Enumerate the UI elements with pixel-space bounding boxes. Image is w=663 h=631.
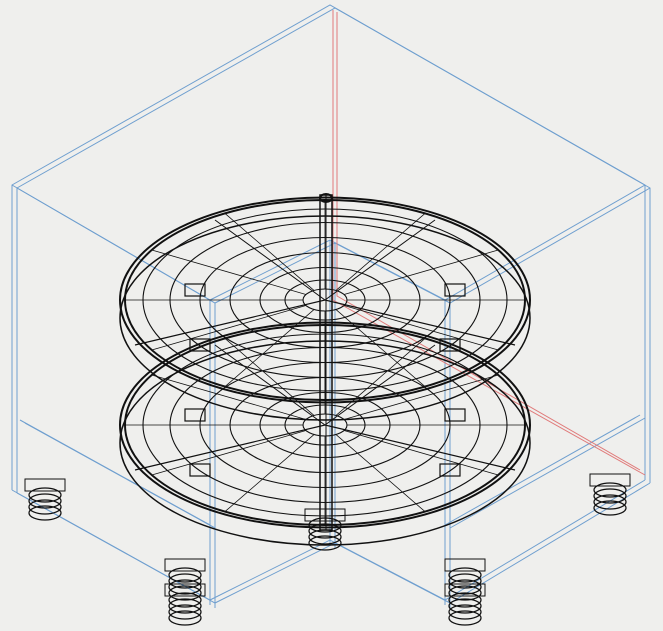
pole-cap [319, 193, 333, 203]
foot-ring [448, 598, 482, 614]
foot-ring [448, 585, 482, 601]
foot-ring [168, 567, 202, 583]
tray-bracket [189, 338, 211, 352]
foot-ring [448, 567, 482, 583]
foot-ring [308, 523, 342, 539]
tray-bracket [439, 338, 461, 352]
cabinet-edge [449, 417, 646, 529]
tray-bracket [189, 463, 211, 477]
tray-bracket [184, 408, 206, 422]
tray-bracket [444, 283, 466, 297]
tray-bracket [439, 463, 461, 477]
foot-ring [168, 598, 202, 614]
tray-spoke [343, 374, 499, 420]
tray-spoke [151, 430, 307, 476]
foot-ring [28, 487, 62, 503]
foot-ring [168, 610, 202, 626]
foot-ring [308, 517, 342, 533]
foot-plate [589, 473, 631, 487]
cabinet-edge [11, 4, 646, 490]
foot-ring [448, 592, 482, 608]
tray-cutout [214, 219, 436, 301]
foot-plate [164, 583, 206, 597]
foot-ring [448, 579, 482, 595]
foot-ring [28, 505, 62, 521]
tray-ring [119, 321, 531, 529]
feet [24, 473, 631, 626]
foot-ring [28, 493, 62, 509]
cabinet-edge [444, 414, 641, 526]
foot-ring [308, 535, 342, 551]
foot-ring [593, 500, 627, 516]
tray-spoke [224, 213, 315, 291]
tray-cutout [214, 344, 436, 426]
cabinet-back-edge [336, 12, 641, 471]
cabinet-back-edge [332, 10, 646, 476]
tray-spoke [151, 305, 307, 351]
foot-ring [593, 482, 627, 498]
foot-plate [304, 508, 346, 522]
tray-bracket [184, 283, 206, 297]
tray-spoke [335, 213, 426, 291]
tray-spoke [151, 374, 307, 420]
foot-ring [448, 573, 482, 589]
tray-spoke [335, 434, 426, 512]
foot-plate [444, 558, 486, 572]
tray-spoke [343, 305, 499, 351]
foot-plate [444, 583, 486, 597]
foot-plate [164, 558, 206, 572]
foot-ring [168, 585, 202, 601]
tray-spoke [335, 338, 426, 416]
cabinet-edge [24, 422, 216, 529]
tray-spoke [343, 430, 499, 476]
foot-ring [168, 592, 202, 608]
foot-ring [168, 604, 202, 620]
tray-spoke [343, 249, 499, 295]
cabinet-edge [16, 7, 651, 493]
tray-bracket [444, 408, 466, 422]
foot-ring [448, 604, 482, 620]
tray-spoke [224, 434, 315, 512]
foot-plate [24, 478, 66, 492]
foot-ring [308, 529, 342, 545]
foot-ring [28, 499, 62, 515]
tray-spoke [151, 249, 307, 295]
foot-ring [168, 579, 202, 595]
tray-spoke [224, 338, 315, 416]
foot-ring [593, 488, 627, 504]
foot-ring [448, 610, 482, 626]
foot-ring [168, 573, 202, 589]
foot-ring [593, 494, 627, 510]
